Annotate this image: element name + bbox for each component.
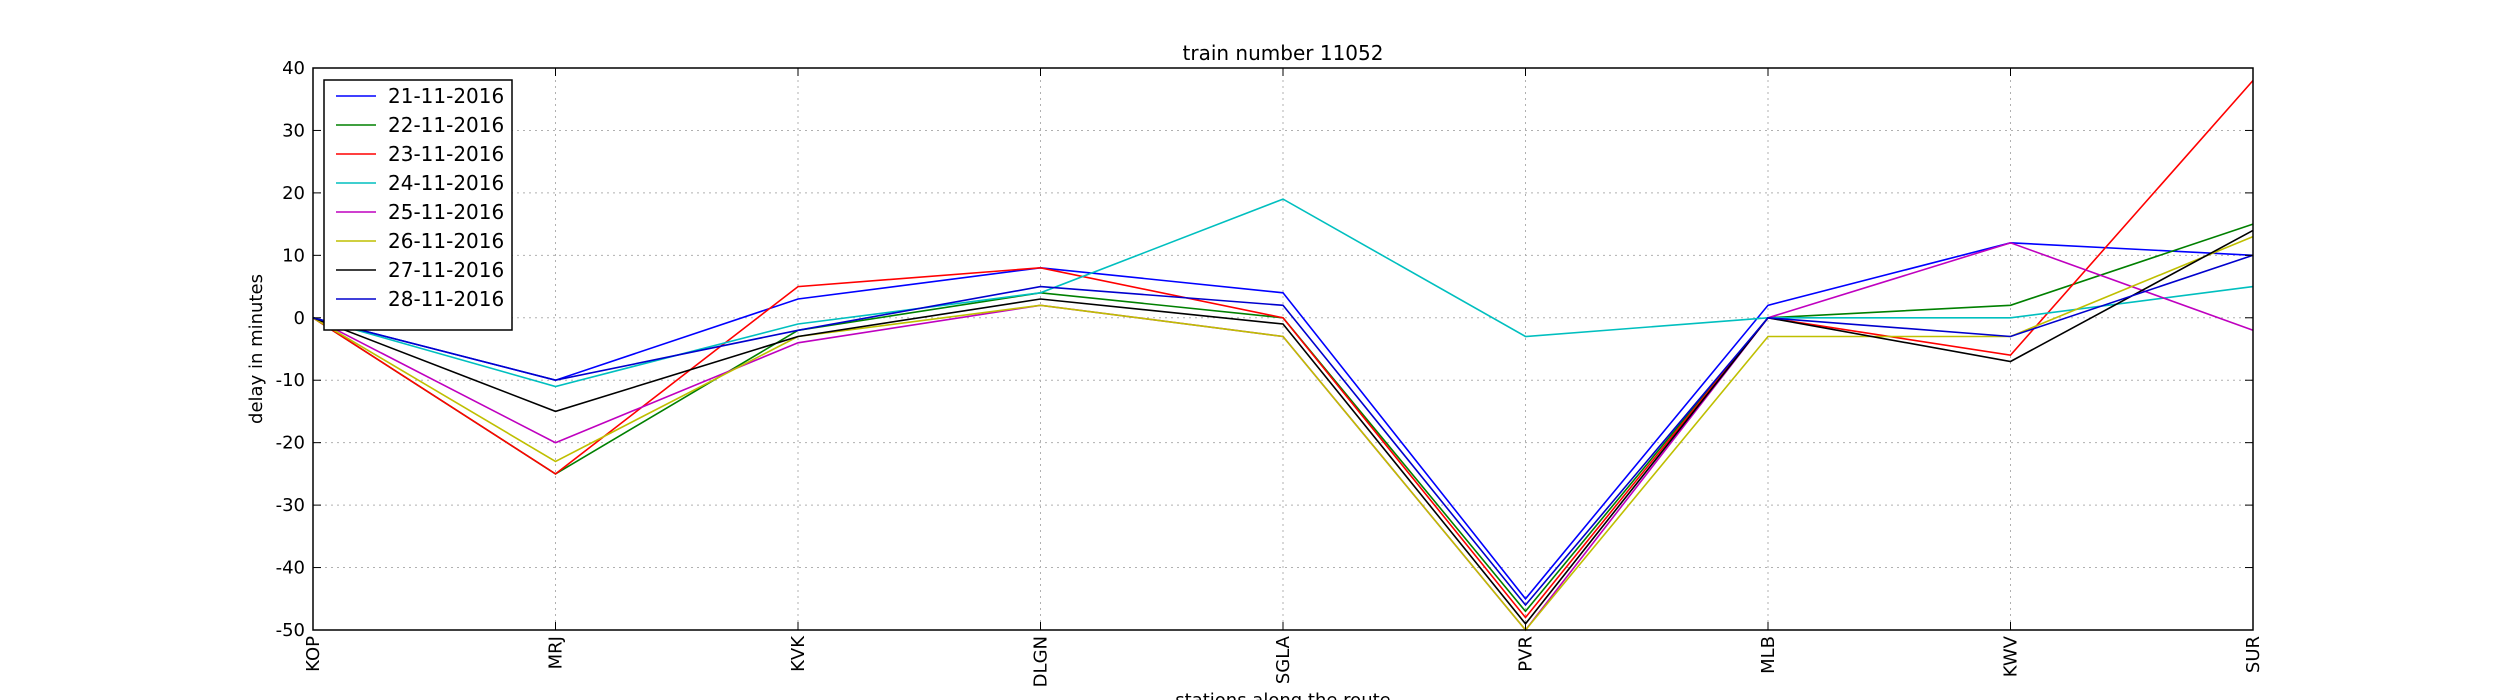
legend-label: 28-11-2016 bbox=[388, 287, 504, 311]
y-tick-label: -50 bbox=[276, 620, 305, 641]
chart-title: train number 11052 bbox=[1183, 41, 1384, 65]
x-axis-ticks: KOP MRJ KVK DLGN SGLA PVR MLB KWV SUR bbox=[303, 68, 2264, 687]
x-tick-label: KWV bbox=[2001, 635, 2022, 677]
x-tick-label: MRJ bbox=[546, 636, 567, 669]
y-tick-label: 30 bbox=[282, 120, 305, 141]
x-tick-label: DLGN bbox=[1031, 636, 1052, 687]
legend-label: 21-11-2016 bbox=[388, 84, 504, 108]
y-axis-title: delay in minutes bbox=[246, 274, 267, 424]
series-lines bbox=[312, 79, 2254, 632]
series-line-28-11-2016 bbox=[312, 254, 2254, 607]
legend-label: 25-11-2016 bbox=[388, 200, 504, 224]
legend: 21-11-2016 22-11-2016 23-11-2016 24-11-2016… bbox=[323, 79, 513, 331]
y-tick-label: -20 bbox=[276, 433, 305, 454]
y-axis-ticks: -50 -40 -30 -20 -10 0 10 20 30 40 bbox=[276, 58, 2253, 641]
legend-label: 26-11-2016 bbox=[388, 229, 504, 253]
y-tick-label: 10 bbox=[282, 245, 305, 266]
legend-label: 23-11-2016 bbox=[388, 142, 504, 166]
series-line-27-11-2016 bbox=[312, 229, 2254, 626]
x-tick-label: KVK bbox=[788, 635, 809, 672]
x-tick-label: KOP bbox=[303, 636, 324, 672]
x-tick-label: SUR bbox=[2243, 636, 2264, 673]
series-line-26-11-2016 bbox=[312, 235, 2254, 632]
y-tick-label: -30 bbox=[276, 495, 305, 516]
y-tick-label: 40 bbox=[282, 58, 305, 79]
series-line-21-11-2016 bbox=[312, 241, 2254, 601]
x-tick-label: MLB bbox=[1758, 636, 1779, 674]
y-tick-label: -40 bbox=[276, 558, 305, 579]
legend-box bbox=[323, 79, 513, 331]
y-tick-label: -10 bbox=[276, 370, 305, 391]
y-tick-label: 20 bbox=[282, 183, 305, 204]
grid bbox=[313, 68, 2253, 630]
series-line-23-11-2016 bbox=[312, 79, 2254, 619]
legend-label: 22-11-2016 bbox=[388, 113, 504, 137]
series-line-24-11-2016 bbox=[312, 198, 2254, 388]
y-tick-label: 0 bbox=[294, 308, 305, 329]
legend-label: 27-11-2016 bbox=[388, 258, 504, 282]
x-tick-label: SGLA bbox=[1273, 635, 1294, 684]
legend-label: 24-11-2016 bbox=[388, 171, 504, 195]
x-tick-label: PVR bbox=[1516, 636, 1537, 672]
x-axis-title: stations along the route bbox=[1175, 690, 1390, 700]
